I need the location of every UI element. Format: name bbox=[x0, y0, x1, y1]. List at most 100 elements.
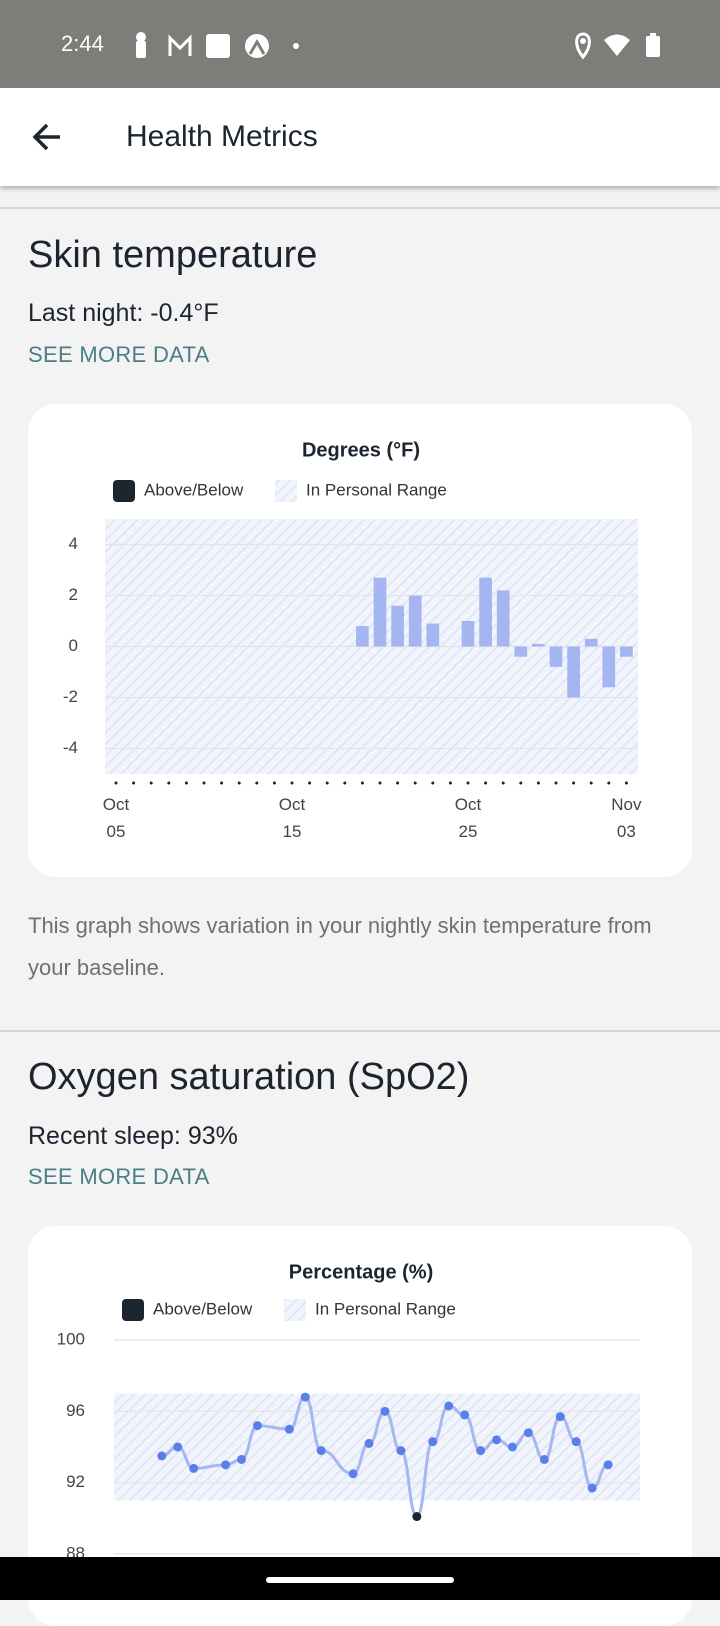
clock: 2:44 bbox=[61, 31, 104, 56]
data-point bbox=[396, 1446, 406, 1456]
see-more-link[interactable]: SEE MORE DATA bbox=[28, 1164, 210, 1189]
x-tick-label: Oct 15 bbox=[278, 795, 306, 841]
x-tick-mark bbox=[431, 781, 435, 785]
x-tick-mark bbox=[413, 781, 417, 785]
x-tick-mark bbox=[554, 781, 558, 785]
section-title: Oxygen saturation (SpO2) bbox=[28, 1056, 470, 1098]
section-summary: Last night: -0.4°F bbox=[28, 299, 219, 327]
data-point bbox=[300, 1392, 310, 1402]
x-tick-mark bbox=[536, 781, 540, 785]
legend-swatch bbox=[113, 480, 135, 502]
chart-title: Percentage (%) bbox=[289, 1261, 434, 1283]
data-point bbox=[523, 1428, 533, 1438]
y-tick-label: 92 bbox=[66, 1472, 85, 1491]
data-point bbox=[571, 1437, 581, 1447]
bar bbox=[496, 590, 510, 647]
section-title: Skin temperature bbox=[28, 234, 318, 276]
x-tick-mark bbox=[448, 781, 452, 785]
x-tick-mark bbox=[519, 781, 523, 785]
y-tick-label: 0 bbox=[69, 636, 78, 655]
app-title: Health Metrics bbox=[126, 120, 318, 153]
app-bar: Health Metrics bbox=[0, 88, 720, 186]
bar bbox=[584, 638, 598, 647]
bar bbox=[479, 577, 492, 647]
x-tick-label: Oct 05 bbox=[102, 795, 130, 841]
data-point bbox=[444, 1401, 454, 1411]
y-tick-label: 100 bbox=[57, 1329, 85, 1348]
x-tick-mark bbox=[396, 781, 400, 785]
y-tick-label: -2 bbox=[63, 687, 78, 706]
data-point bbox=[539, 1454, 549, 1464]
x-tick-mark bbox=[624, 781, 628, 785]
x-tick-mark bbox=[290, 781, 294, 785]
legend-label: In Personal Range bbox=[306, 480, 447, 499]
data-point bbox=[380, 1406, 390, 1416]
data-point bbox=[460, 1410, 470, 1420]
legend-label: Above/Below bbox=[153, 1299, 253, 1318]
x-tick-label: Nov 03 bbox=[611, 795, 642, 841]
data-point bbox=[221, 1460, 231, 1470]
x-tick-mark bbox=[378, 781, 382, 785]
divider bbox=[0, 207, 720, 209]
bar bbox=[461, 621, 475, 647]
back-button[interactable] bbox=[30, 118, 68, 156]
data-point bbox=[157, 1451, 167, 1461]
x-tick-mark bbox=[343, 781, 347, 785]
data-point bbox=[348, 1469, 358, 1479]
home-handle[interactable] bbox=[266, 1577, 454, 1583]
data-point bbox=[189, 1463, 199, 1473]
system-icons bbox=[575, 32, 660, 60]
x-tick-mark bbox=[237, 781, 241, 785]
data-point bbox=[428, 1437, 438, 1447]
section-description: This graph shows variation in your night… bbox=[28, 913, 652, 980]
chart-title: Degrees (°F) bbox=[302, 439, 420, 461]
bar bbox=[356, 626, 369, 647]
see-more-link[interactable]: SEE MORE DATA bbox=[28, 342, 210, 367]
bar bbox=[514, 646, 528, 657]
data-point bbox=[252, 1421, 262, 1431]
data-point bbox=[173, 1442, 183, 1452]
bar bbox=[549, 646, 563, 667]
legend-swatch bbox=[275, 480, 297, 502]
x-tick-mark bbox=[572, 781, 576, 785]
y-tick-label: 4 bbox=[69, 534, 78, 553]
data-point bbox=[603, 1460, 613, 1470]
data-point bbox=[507, 1442, 517, 1452]
x-tick-mark bbox=[114, 781, 118, 785]
section-summary: Recent sleep: 93% bbox=[28, 1122, 238, 1150]
bar bbox=[426, 623, 440, 647]
x-tick-label: Oct 25 bbox=[454, 795, 482, 841]
data-point bbox=[412, 1512, 422, 1522]
legend-swatch bbox=[122, 1299, 144, 1321]
bar bbox=[567, 646, 580, 698]
y-tick-label: -4 bbox=[63, 738, 78, 757]
data-point bbox=[587, 1483, 597, 1493]
x-tick-mark bbox=[484, 781, 488, 785]
x-tick-mark bbox=[308, 781, 312, 785]
x-tick-mark bbox=[272, 781, 276, 785]
series-line bbox=[161, 1395, 609, 1519]
x-tick-mark bbox=[202, 781, 206, 785]
x-tick-mark bbox=[149, 781, 153, 785]
x-tick-mark bbox=[132, 781, 136, 785]
y-tick-label: 2 bbox=[69, 585, 78, 604]
bar bbox=[602, 646, 616, 688]
personal-range bbox=[114, 1393, 640, 1501]
x-tick-mark bbox=[607, 781, 611, 785]
x-tick-mark bbox=[255, 781, 259, 785]
x-tick-mark bbox=[220, 781, 224, 785]
legend-swatch bbox=[284, 1299, 306, 1321]
divider bbox=[0, 1030, 720, 1032]
data-point bbox=[237, 1454, 247, 1464]
status-bar: 2:44 bbox=[0, 0, 720, 88]
x-tick-mark bbox=[589, 781, 593, 785]
data-point bbox=[492, 1435, 502, 1445]
legend-label: In Personal Range bbox=[315, 1299, 456, 1318]
notification-icons bbox=[136, 32, 299, 58]
x-tick-mark bbox=[325, 781, 329, 785]
x-tick-mark bbox=[466, 781, 470, 785]
data-point bbox=[476, 1446, 486, 1456]
data-point bbox=[555, 1412, 565, 1422]
